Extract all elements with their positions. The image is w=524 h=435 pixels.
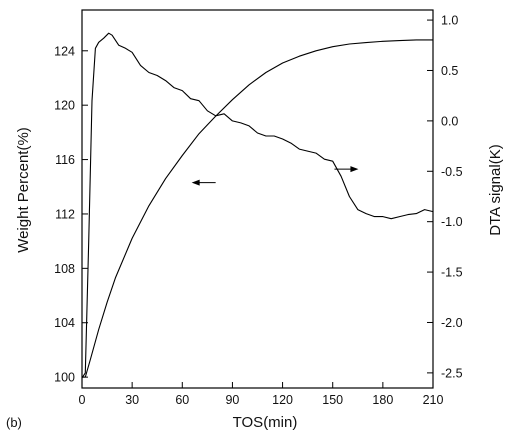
left-y-tick-label: 116 bbox=[55, 153, 75, 167]
x-tick-label: 150 bbox=[322, 393, 343, 407]
left-y-tick-label: 124 bbox=[54, 44, 75, 58]
dta-signal-line bbox=[81, 32, 434, 379]
panel-label: (b) bbox=[6, 415, 22, 430]
right-y-tick-label: -2.5 bbox=[441, 366, 463, 380]
x-tick-label: 30 bbox=[125, 393, 139, 407]
left-y-tick-label: 100 bbox=[54, 371, 75, 385]
left-y-tick-label: 120 bbox=[54, 99, 75, 113]
right-y-tick-label: 1.0 bbox=[441, 14, 458, 28]
x-axis-ticks: 0 30 60 90 120 150 180 210 bbox=[79, 382, 444, 407]
left-y-axis-title: Weight Percent(%) bbox=[15, 127, 32, 253]
right-y-tick-label: -0.5 bbox=[441, 165, 463, 179]
x-tick-label: 90 bbox=[225, 393, 239, 407]
left-pointing-arrow bbox=[191, 179, 216, 186]
left-y-tick-label: 112 bbox=[55, 207, 75, 221]
left-y-axis-ticks: 100 104 108 112 116 120 124 bbox=[54, 44, 88, 385]
x-tick-label: 210 bbox=[423, 393, 444, 407]
plot-border bbox=[81, 9, 434, 389]
right-y-axis-title: DTA signal(K) bbox=[487, 144, 504, 235]
x-tick-label: 0 bbox=[79, 393, 86, 407]
x-tick-label: 180 bbox=[372, 393, 393, 407]
right-pointing-arrow bbox=[334, 166, 359, 173]
right-y-axis-ticks: -2.5 -2.0 -1.5 -1.0 -0.5 0.0 0.5 1.0 bbox=[427, 14, 463, 380]
right-y-tick-label: -1.0 bbox=[441, 215, 463, 229]
series-layer bbox=[81, 32, 434, 379]
right-y-tick-label: 0.5 bbox=[441, 64, 458, 78]
x-tick-label: 60 bbox=[175, 393, 189, 407]
plot-frame bbox=[81, 9, 434, 389]
annotations bbox=[191, 166, 359, 186]
right-y-tick-label: 0.0 bbox=[441, 114, 458, 128]
right-y-tick-label: -1.5 bbox=[441, 266, 463, 280]
x-tick-label: 120 bbox=[272, 393, 293, 407]
arrow-head bbox=[191, 179, 200, 186]
left-y-tick-label: 104 bbox=[54, 316, 75, 330]
arrow-head bbox=[350, 166, 359, 173]
weight-percent-line bbox=[82, 39, 433, 378]
x-axis-title: TOS(min) bbox=[233, 414, 298, 431]
right-y-tick-label: -2.0 bbox=[441, 316, 463, 330]
left-y-tick-label: 108 bbox=[54, 262, 75, 276]
